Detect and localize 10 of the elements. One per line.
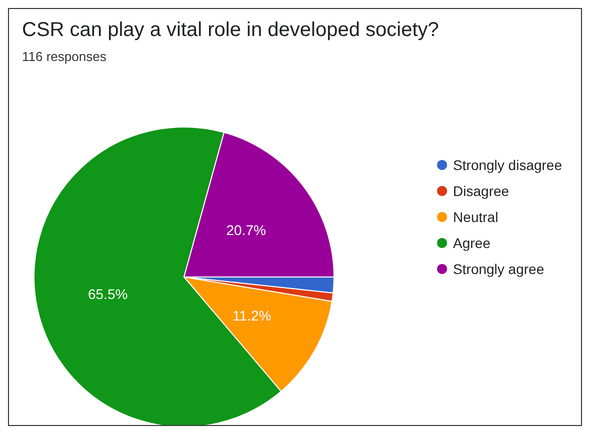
legend-label: Strongly agree <box>453 261 544 277</box>
data-label: 11.2% <box>232 307 272 324</box>
data-label: 65.5% <box>88 286 128 302</box>
legend-label: Agree <box>453 235 491 251</box>
legend-label: Strongly disagree <box>453 157 562 173</box>
chart-subtitle: 116 responses <box>22 49 107 64</box>
chart-title: CSR can play a vital role in developed society? <box>22 19 439 41</box>
legend-label: Disagree <box>453 183 510 199</box>
data-label: 20.7% <box>226 222 266 238</box>
legend-label: Neutral <box>453 209 498 225</box>
